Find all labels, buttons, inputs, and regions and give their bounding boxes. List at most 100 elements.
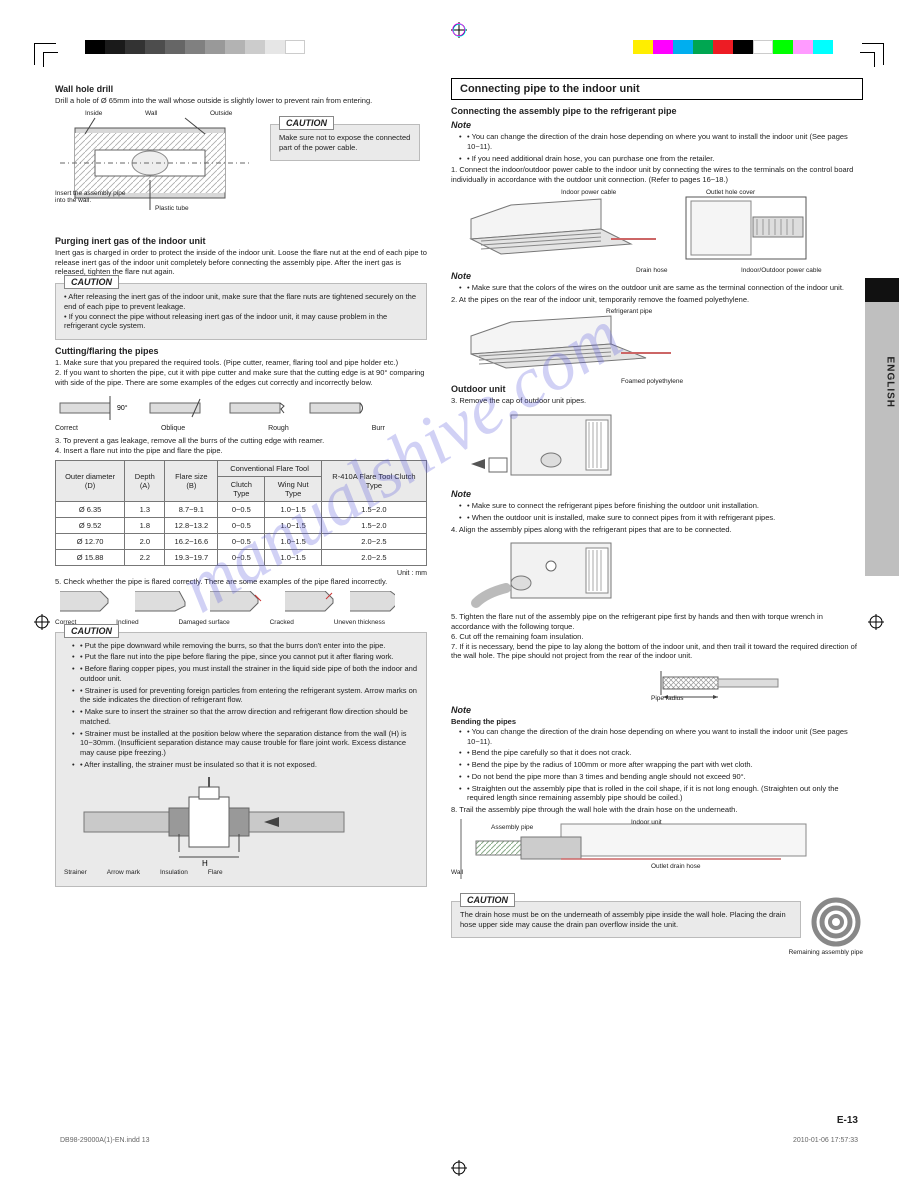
side-language-tab: ENGLISH <box>865 278 899 576</box>
fig2-lbl-indoor: Indoor power cable <box>561 189 616 196</box>
grayscale-bar <box>85 40 305 54</box>
cut-burr: Burr <box>372 425 385 432</box>
step-5: 5. Tighten the flare nut of the assembly… <box>451 612 863 632</box>
th-clutch: Clutch Type <box>218 476 265 501</box>
caution-tag: CAUTION <box>64 624 119 638</box>
step-1: 1. Connect the indoor/outdoor power cabl… <box>451 165 863 185</box>
table-row: Ø 9.521.812.8~13.20~0.51.0~1.51.5~2.0 <box>56 517 427 533</box>
insul-lbl: Insulation <box>160 869 188 876</box>
fig7-wall: Wall <box>451 869 463 876</box>
note-label: Note <box>451 705 863 715</box>
note3-1: • Make sure to connect the refrigerant p… <box>459 501 863 511</box>
registration-mark-right-icon <box>868 614 884 630</box>
footer-right: 2010-01-06 17:57:33 <box>793 1137 858 1144</box>
fig2-lbl-cable: Indoor/Outdoor power cable <box>741 267 822 274</box>
bc-7: • After installing, the strainer must be… <box>72 760 418 770</box>
n4-1: • You can change the direction of the dr… <box>459 727 863 747</box>
fig3-foam: Foamed polyethylene <box>621 378 683 385</box>
step-2: 2. At the pipes on the rear of the indoo… <box>451 295 863 305</box>
th-depth: Depth (A) <box>125 460 165 501</box>
unit-fig-2: Refrigerant pipe Foamed polyethylene <box>451 308 863 378</box>
page-number: E-13 <box>837 1115 858 1126</box>
outdoor-heading: Outdoor unit <box>451 384 863 394</box>
caution-tag: CAUTION <box>64 275 119 289</box>
cut-edge-figure: 90° Correct Oblique Rough Burr <box>55 391 427 432</box>
caution-tag: CAUTION <box>279 116 334 130</box>
cut-step-1: 1. Make sure that you prepared the requi… <box>55 358 427 368</box>
unit-fig-1: Indoor power cable Drain hose Outlet hol… <box>451 189 863 267</box>
fig7-indoor: Indoor unit <box>631 819 662 826</box>
cutting-title: Cutting/flaring the pipes <box>55 346 427 356</box>
remaining-pipe-label: Remaining assembly pipe <box>789 949 863 956</box>
wall-hole-title: Wall hole drill <box>55 84 427 94</box>
big-caution: CAUTION • Put the pipe downward while re… <box>55 632 427 887</box>
bc-3: • Before flaring copper pipes, you must … <box>72 664 418 684</box>
wall-through-figure: Wall Indoor unit Assembly pipe Outlet dr… <box>451 819 863 891</box>
arrow-lbl: Arrow mark <box>107 869 140 876</box>
flare-uneven: Uneven thickness <box>334 619 385 626</box>
svg-text:H: H <box>202 859 208 867</box>
n4-5: • Straighten out the assembly pipe that … <box>459 784 863 804</box>
table-unit: Unit : mm <box>55 570 427 577</box>
table-row: Ø 12.702.016.2~16.60~0.51.0~1.52.0~2.5 <box>56 533 427 549</box>
th-r410: R-410A Flare Tool Clutch Type <box>321 460 426 501</box>
fig3-refrig: Refrigerant pipe <box>606 308 652 315</box>
n4-3: • Bend the pipe by the radius of 100mm o… <box>459 760 863 770</box>
th-conv: Conventional Flare Tool <box>218 460 322 476</box>
step-3: 3. Remove the cap of outdoor unit pipes. <box>451 396 863 406</box>
coil-pipe-icon <box>809 895 863 949</box>
fig2-lbl-out: Outlet hole cover <box>706 189 755 196</box>
crop-mark-tr <box>862 43 884 65</box>
connect-heading: Connecting the assembly pipe to the refr… <box>451 106 863 116</box>
purge-caution-l1: • After releasing the inert gas of the i… <box>64 292 418 312</box>
outdoor-fig-1 <box>451 410 863 485</box>
cut-rough: Rough <box>268 425 289 432</box>
cut-oblique: Oblique <box>161 425 185 432</box>
purge-caution-l2: • If you connect the pipe without releas… <box>64 312 418 332</box>
right-column: Connecting pipe to the indoor unit Conne… <box>451 78 863 956</box>
th-od: Outer diameter (D) <box>56 460 125 501</box>
flare-inclined: Inclined <box>116 619 138 626</box>
section-title-box: Connecting pipe to the indoor unit <box>451 78 863 100</box>
bottom-caution-text: The drain hose must be on the underneath… <box>460 910 792 930</box>
n4-2: • Bend the pipe carefully so that it doe… <box>459 748 863 758</box>
pipe-radius-label: Pipe radius <box>651 695 684 702</box>
th-wing: Wing Nut Type <box>265 476 321 501</box>
step-4: 4. Align the assembly pipes along with t… <box>451 525 863 535</box>
bc-4: • Strainer is used for preventing foreig… <box>72 686 418 706</box>
fig1-pipe: Insert the assembly pipe into the wall. <box>55 190 135 204</box>
bc-5: • Make sure to insert the strainer so th… <box>72 707 418 727</box>
purge-caution: CAUTION • After releasing the inert gas … <box>55 283 427 340</box>
strainer-lbl: Strainer <box>64 869 87 876</box>
purge-title: Purging inert gas of the indoor unit <box>55 236 427 246</box>
wall-caution-text: Make sure not to expose the connected pa… <box>279 133 411 153</box>
cut-step-2: 2. If you want to shorten the pipe, cut … <box>55 368 427 388</box>
flare-cracked: Cracked <box>270 619 294 626</box>
registration-mark-bottom-icon <box>451 1160 467 1176</box>
content-columns: Wall hole drill Drill a hole of Ø 65mm i… <box>55 78 863 956</box>
note-label: Note <box>451 489 863 499</box>
flare-shapes-figure: Correct Inclined Damaged surface Cracked… <box>55 591 427 626</box>
note1-2: • If you need additional drain hose, you… <box>459 154 863 164</box>
svg-text:90°: 90° <box>117 404 128 412</box>
wall-hole-figure: Inside Outside Wall Insert the assembly … <box>55 110 427 220</box>
bc-1: • Put the pipe downward while removing t… <box>72 641 418 651</box>
purge-text: Inert gas is charged in order to protect… <box>55 248 427 277</box>
fig7-pipe: Assembly pipe <box>491 824 533 831</box>
cut-step-4: 4. Insert a flare nut into the pipe and … <box>55 446 427 456</box>
color-bar <box>633 40 833 54</box>
strainer-figure-icon: H <box>64 772 364 867</box>
footer: DB98-29000A(1)-EN.indd 13 2010-01-06 17:… <box>60 1137 858 1144</box>
table-row: Ø 6.351.38.7~9.10~0.51.0~1.51.5~2.0 <box>56 501 427 517</box>
bc-2: • Put the flare nut into the pipe before… <box>72 652 418 662</box>
note3-2: • When the outdoor unit is installed, ma… <box>459 513 863 523</box>
flare-lbl: Flare <box>208 869 223 876</box>
footer-left: DB98-29000A(1)-EN.indd 13 <box>60 1137 150 1144</box>
wall-hole-text: Drill a hole of Ø 65mm into the wall who… <box>55 96 427 106</box>
flare-damaged: Damaged surface <box>178 619 229 626</box>
n4-4: • Do not bend the pipe more than 3 times… <box>459 772 863 782</box>
outdoor-fig-2 <box>451 538 863 608</box>
caution-tag: CAUTION <box>460 893 515 907</box>
side-tab-label: ENGLISH <box>884 357 895 408</box>
fig2-lbl-hose: Drain hose <box>636 267 667 274</box>
